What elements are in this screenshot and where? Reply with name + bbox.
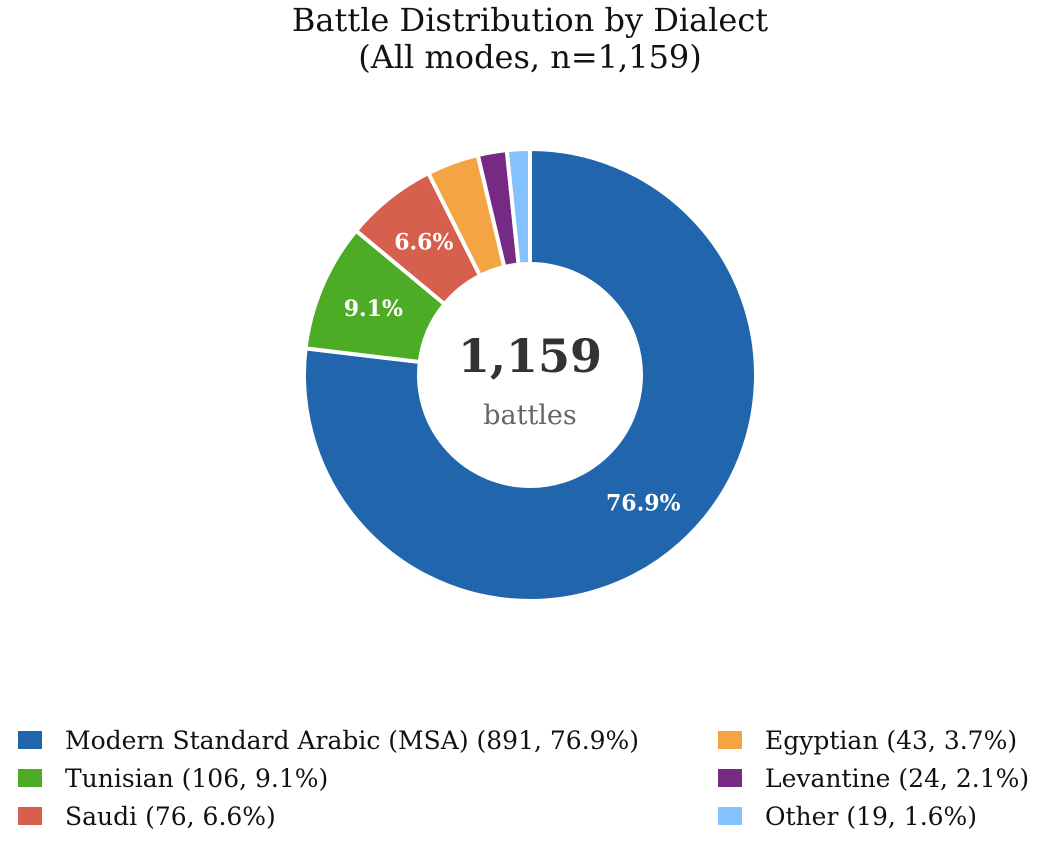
legend-label: Levantine (24, 2.1%)	[765, 763, 1030, 793]
legend-item: Modern Standard Arabic (MSA) (891, 76.9%…	[18, 722, 639, 758]
center-total-value: 1,159	[458, 329, 602, 383]
legend-item: Levantine (24, 2.1%)	[718, 760, 1029, 796]
legend-swatch	[718, 807, 742, 825]
legend-swatch	[18, 731, 42, 749]
slice-percent-label: 76.9%	[606, 490, 681, 516]
donut-slices	[302, 147, 758, 603]
donut-chart: 76.9% 9.1% 6.6% 1,159 battles	[302, 147, 758, 603]
slice-percent-labels: 76.9% 9.1% 6.6%	[344, 230, 681, 517]
slice-modern-standard-arabic-msa	[302, 147, 758, 603]
legend-swatch	[718, 731, 742, 749]
legend-swatch	[18, 769, 42, 787]
slice-percent-label: 6.6%	[394, 230, 453, 256]
legend-swatch	[18, 807, 42, 825]
legend-label: Other (19, 1.6%)	[765, 801, 978, 831]
center-total-label: battles	[483, 400, 577, 431]
legend-label: Tunisian (106, 9.1%)	[65, 763, 329, 793]
legend-swatch	[718, 769, 742, 787]
chart-subtitle-line: (All modes, n=1,159)	[358, 38, 702, 76]
legend-item: Saudi (76, 6.6%)	[18, 798, 276, 834]
legend-item: Egyptian (43, 3.7%)	[718, 722, 1017, 758]
legend-item: Tunisian (106, 9.1%)	[18, 760, 328, 796]
legend-label: Egyptian (43, 3.7%)	[765, 725, 1018, 755]
legend: Modern Standard Arabic (MSA) (891, 76.9%…	[0, 722, 1060, 842]
chart-title-line: Battle Distribution by Dialect	[291, 1, 769, 39]
legend-label: Saudi (76, 6.6%)	[65, 801, 276, 831]
legend-label: Modern Standard Arabic (MSA) (891, 76.9%…	[65, 725, 640, 755]
slice-percent-label: 9.1%	[344, 296, 403, 322]
slice-other	[504, 147, 532, 267]
legend-item: Other (19, 1.6%)	[718, 798, 977, 834]
chart-title: Battle Distribution by Dialect (All mode…	[0, 2, 1060, 76]
